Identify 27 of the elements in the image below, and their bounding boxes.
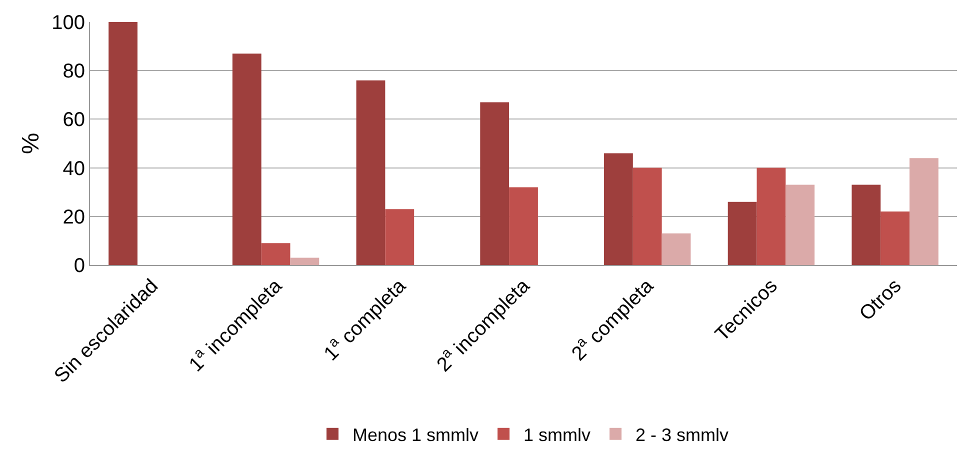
bar [261,243,290,265]
y-tick-label: 0 [74,255,85,277]
y-tick-label: 20 [62,206,85,228]
y-tick-label: 40 [62,158,85,180]
bar [356,80,386,265]
bar [604,153,633,265]
bar [108,22,138,265]
bar [662,233,691,265]
y-tick-label: 60 [62,109,85,132]
bar [232,54,262,265]
bar [852,184,881,265]
bar [632,168,662,265]
bar [786,184,815,265]
bar [728,202,757,265]
bar [880,212,910,265]
bar [480,102,510,265]
bar [910,158,938,265]
y-axis-title: % [18,132,45,154]
legend-label: Menos 1 smmlv [352,424,479,445]
bar [509,187,538,265]
legend-label: 1 smmlv [524,424,591,445]
bar [385,209,414,265]
legend-label: 2 - 3 smmlv [636,424,729,445]
y-tick-label: 100 [52,12,85,34]
bar [290,258,320,265]
bar [756,168,786,265]
y-tick-label: 80 [62,60,85,83]
